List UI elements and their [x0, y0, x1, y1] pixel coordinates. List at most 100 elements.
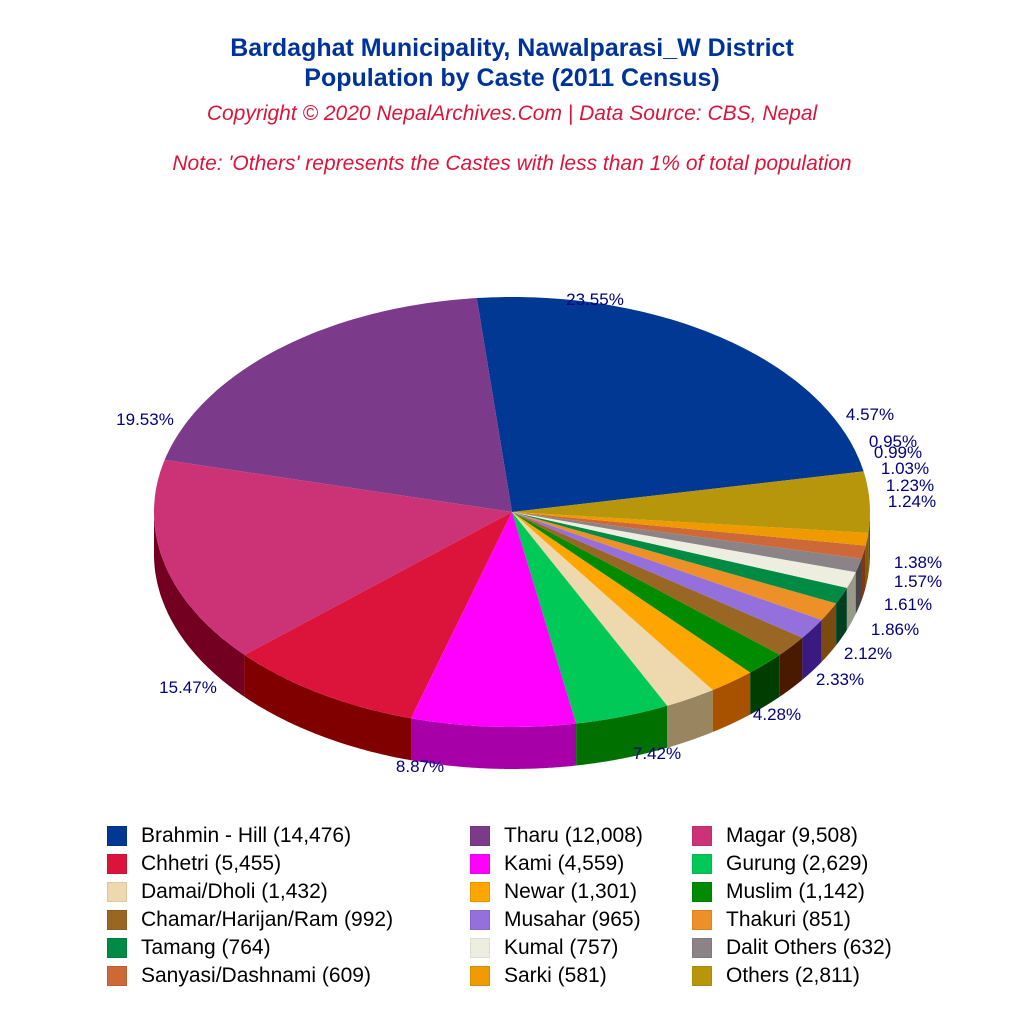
slice-side-others — [868, 512, 870, 575]
legend-label: Muslim (1,142) — [726, 880, 865, 903]
legend-label: Magar (9,508) — [726, 824, 858, 847]
percent-label: 8.87% — [396, 757, 444, 776]
legend-label: Dalit Others (632) — [726, 936, 892, 959]
legend-label: Musahar (965) — [504, 908, 641, 931]
percent-label: 4.57% — [846, 405, 894, 424]
legend-label: Thakuri (851) — [726, 908, 851, 931]
slice-tharu — [164, 298, 512, 512]
slice-side-kami — [411, 718, 577, 769]
slice-side-damai-dholi — [667, 690, 713, 748]
slice-brahmin-hill — [476, 297, 864, 512]
legend-swatch — [107, 882, 127, 902]
legend-item: Damai/Dholi (1,432) — [107, 878, 328, 906]
percent-label: 4.28% — [753, 705, 801, 724]
pie-percent-labels: 23.55% 19.53% 15.47% 8.87% 7.42% 4.28% 2.33% 2.… — [116, 290, 942, 776]
copyright-subtitle: Copyright © 2020 NepalArchives.Com | Dat… — [206, 102, 818, 125]
slice-side-kumal — [846, 572, 856, 630]
chart-title-line2: Population by Caste (2011 Census) — [304, 64, 720, 92]
legend-swatch — [470, 882, 490, 902]
legend-swatch — [692, 826, 712, 846]
legend-swatch — [692, 882, 712, 902]
slice-side-gurung — [576, 705, 668, 766]
slice-gurung — [512, 512, 668, 724]
slice-side-newar — [712, 672, 751, 732]
legend-item: Others (2,811) — [692, 962, 860, 990]
slice-side-tamang — [836, 587, 847, 646]
legend-label: Sarki (581) — [504, 964, 607, 987]
percent-label: 1.03% — [881, 459, 929, 478]
others-note: Note: 'Others' represents the Castes wit… — [172, 152, 852, 175]
chart-title-line1: Bardaghat Municipality, Nawalparasi_W Di… — [230, 34, 794, 62]
legend-item: Chhetri (5,455) — [107, 850, 281, 878]
slice-newar — [512, 512, 751, 690]
slice-magar — [154, 459, 512, 655]
legend-item: Gurung (2,629) — [692, 850, 868, 878]
percent-label: 1.38% — [894, 553, 942, 572]
legend-swatch — [107, 910, 127, 930]
slice-side-chamar-harijan-ram — [779, 637, 803, 697]
slice-side-sanyasi-dashnami — [861, 545, 866, 601]
percent-label: 1.57% — [894, 572, 942, 591]
legend-item: Tamang (764) — [107, 934, 271, 962]
slice-others — [512, 471, 870, 533]
legend-label: Tharu (12,008) — [504, 824, 643, 847]
legend-swatch — [470, 938, 490, 958]
slice-side-sarki — [865, 532, 869, 588]
legend-item: Chamar/Harijan/Ram (992) — [107, 906, 393, 934]
percent-label: 23.55% — [566, 290, 624, 309]
pie-slices — [154, 297, 870, 727]
legend-label: Chamar/Harijan/Ram (992) — [141, 908, 394, 931]
legend-label: Tamang (764) — [141, 936, 271, 959]
legend-swatch — [107, 966, 127, 986]
slice-damai-dholi — [512, 512, 713, 706]
slice-musahar — [512, 512, 822, 638]
percent-label: 0.95% — [869, 432, 917, 451]
slice-kumal — [512, 512, 856, 588]
slice-sarki — [512, 512, 869, 546]
legend-item: Newar (1,301) — [470, 878, 637, 906]
slice-thakuri — [512, 512, 837, 620]
percent-label: 1.24% — [888, 492, 936, 511]
legend-label: Brahmin - Hill (14,476) — [141, 824, 352, 847]
percent-label: 19.53% — [116, 410, 174, 429]
legend-swatch — [692, 910, 712, 930]
legend-swatch — [107, 826, 127, 846]
percent-label: 2.12% — [844, 644, 892, 663]
legend-swatch — [692, 966, 712, 986]
legend-label: Sanyasi/Dashnami (609) — [141, 964, 371, 987]
legend-item: Muslim (1,142) — [692, 878, 865, 906]
legend-swatch — [107, 938, 127, 958]
slice-side-muslim — [750, 654, 780, 715]
slice-side-chhetri — [244, 654, 411, 761]
legend-label: Others (2,811) — [726, 964, 860, 987]
legend-swatch — [470, 966, 490, 986]
legend-label: Chhetri (5,455) — [141, 852, 282, 875]
slice-muslim — [512, 512, 780, 673]
legend-label: Gurung (2,629) — [726, 852, 869, 875]
legend-item: Tharu (12,008) — [470, 822, 643, 850]
percent-label: 7.42% — [633, 744, 681, 763]
slice-dalit-others — [512, 512, 862, 573]
legend-swatch — [692, 854, 712, 874]
legend-item: Brahmin - Hill (14,476) — [107, 822, 351, 850]
legend-label: Kumal (757) — [504, 936, 619, 959]
slice-chamar-harijan-ram — [512, 512, 803, 655]
slice-side-dalit-others — [855, 558, 862, 615]
legend-item: Sanyasi/Dashnami (609) — [107, 962, 371, 990]
percent-label: 1.86% — [871, 620, 919, 639]
legend-item: Dalit Others (632) — [692, 934, 892, 962]
percent-label: 1.61% — [884, 595, 932, 614]
slice-sanyasi-dashnami — [512, 512, 866, 559]
percent-label: 1.23% — [886, 476, 934, 495]
legend-label: Kami (4,559) — [504, 852, 625, 875]
legend-item: Magar (9,508) — [692, 822, 858, 850]
percent-label: 0.99% — [874, 443, 922, 462]
slice-side-magar — [154, 514, 245, 697]
slice-kami — [411, 512, 577, 727]
percent-label: 2.33% — [816, 670, 864, 689]
legend-swatch — [470, 854, 490, 874]
legend-label: Damai/Dholi (1,432) — [141, 880, 328, 903]
legend-item: Sarki (581) — [470, 962, 607, 990]
legend-swatch — [470, 826, 490, 846]
legend-swatch — [107, 854, 127, 874]
